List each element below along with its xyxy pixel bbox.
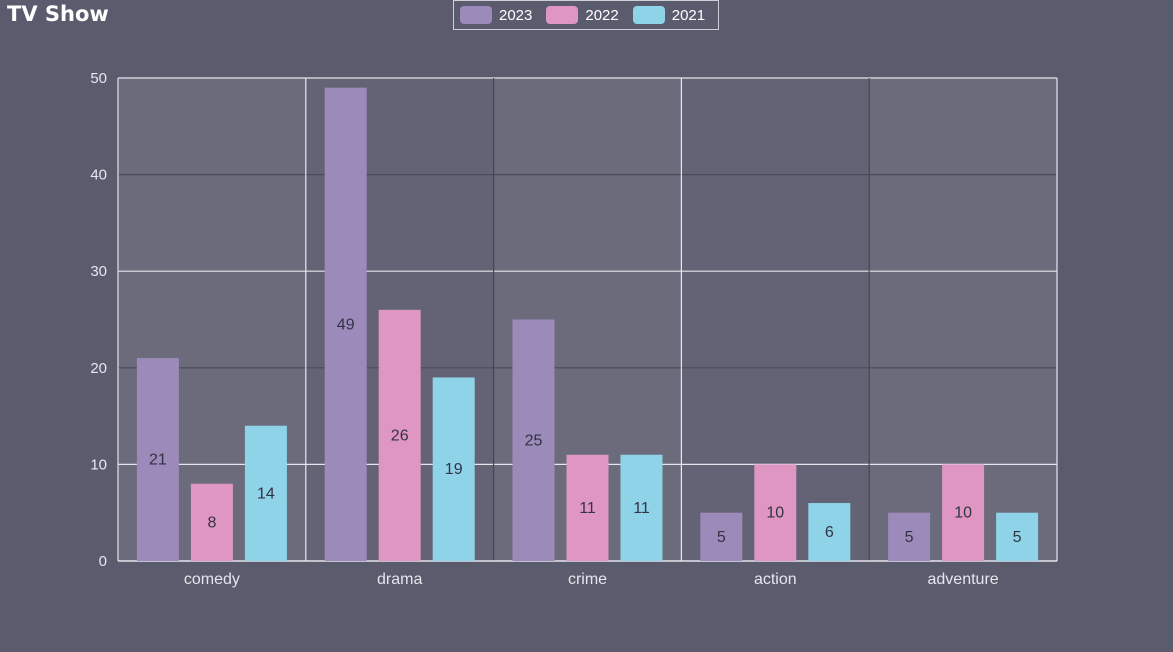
y-tick-label: 0: [99, 553, 107, 570]
chart-title: TV Show: [7, 2, 109, 26]
x-tick-label: comedy: [184, 571, 240, 588]
bar-2023-adventure: [888, 512, 931, 561]
data-label: 5: [717, 529, 726, 546]
legend-swatch-2023: [460, 6, 492, 24]
data-label: 5: [1013, 529, 1022, 546]
data-label: 26: [391, 427, 409, 444]
data-label: 10: [766, 505, 784, 522]
legend: 2023 2022 2021: [453, 0, 719, 30]
data-label: 10: [954, 505, 972, 522]
y-tick-label: 50: [90, 70, 107, 87]
data-label: 8: [207, 514, 216, 531]
data-label: 49: [337, 316, 355, 333]
data-label: 6: [825, 524, 834, 541]
bar-2023-action: [700, 512, 743, 561]
x-tick-label: crime: [568, 571, 607, 588]
bar-2022-action: [754, 464, 797, 561]
bar-2021-adventure: [996, 512, 1039, 561]
bar-2022-drama: [378, 309, 421, 561]
y-tick-label: 20: [90, 360, 107, 377]
x-tick-label: action: [754, 571, 797, 588]
bar-2021-crime: [620, 454, 663, 561]
legend-swatch-2021: [632, 6, 665, 24]
legend-item-2021[interactable]: 2021: [632, 6, 706, 24]
y-tick-label: 30: [90, 263, 107, 280]
legend-swatch-2022: [546, 6, 579, 24]
bar-2022-adventure: [942, 464, 985, 561]
bar-2022-comedy: [190, 483, 233, 561]
data-label: 21: [149, 452, 167, 469]
data-label: 14: [257, 485, 275, 502]
x-tick-label: drama: [377, 571, 422, 588]
data-label: 19: [445, 461, 463, 478]
bar-2021-drama: [432, 377, 475, 561]
y-tick-label: 40: [90, 167, 107, 184]
bar-2021-comedy: [244, 425, 287, 561]
legend-item-2023[interactable]: 2023: [460, 6, 532, 24]
data-label: 11: [579, 500, 596, 517]
bar-2022-crime: [566, 454, 609, 561]
bar-2023-comedy: [136, 358, 179, 561]
legend-label-2023: 2023: [499, 6, 533, 24]
legend-item-2022[interactable]: 2022: [546, 6, 619, 24]
legend-label-2021: 2021: [671, 6, 706, 24]
x-tick-label: adventure: [928, 571, 999, 588]
data-label: 11: [633, 500, 650, 517]
data-label: 25: [525, 432, 543, 449]
bar-2023-crime: [512, 319, 555, 561]
y-tick-label: 10: [90, 456, 107, 473]
bar-2021-action: [808, 503, 851, 561]
bar-2023-drama: [324, 87, 367, 561]
data-label: 5: [905, 529, 914, 546]
legend-label-2022: 2022: [585, 6, 619, 24]
